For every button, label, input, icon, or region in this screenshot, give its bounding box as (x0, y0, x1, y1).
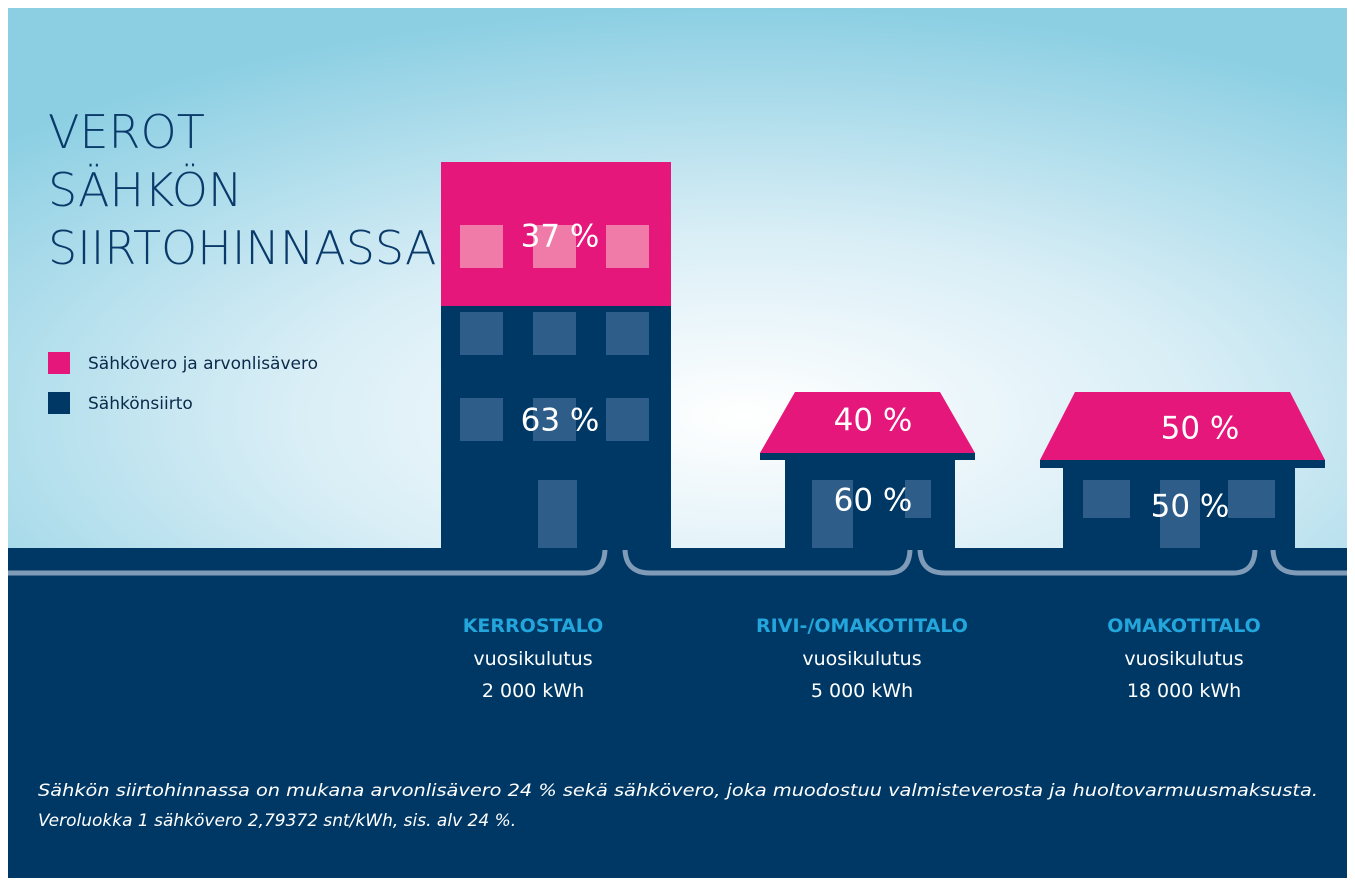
title-line: SÄHKÖN (48, 163, 242, 217)
title-line: VEROT (48, 105, 205, 159)
consumption-label: vuosikulutus (1124, 648, 1243, 670)
window (533, 312, 576, 355)
consumption: 2 000 kWh (482, 680, 584, 702)
transfer-share: 63 % (521, 403, 600, 439)
legend-swatch (48, 352, 70, 374)
page: VEROT SÄHKÖN SIIRTOHINNASSA Sähkövero ja… (0, 0, 1355, 886)
window (460, 225, 503, 268)
window (606, 225, 649, 268)
transfer-share: 60 % (834, 483, 913, 519)
row-house: 40 % 60 % (760, 392, 975, 550)
consumption-label: vuosikulutus (802, 648, 921, 670)
apartment-building: 37 % 63 % (441, 162, 671, 550)
window (1228, 480, 1275, 518)
detached-house: 50 % 50 % (1040, 392, 1325, 550)
transfer-share: 50 % (1151, 489, 1230, 525)
infographic: VEROT SÄHKÖN SIIRTOHINNASSA Sähkövero ja… (0, 0, 1355, 886)
window (606, 312, 649, 355)
window (1083, 480, 1130, 518)
consumption: 5 000 kWh (811, 680, 913, 702)
consumption: 18 000 kWh (1127, 680, 1241, 702)
legend-label: Sähkövero ja arvonlisävero (88, 354, 318, 374)
eave (1040, 460, 1325, 468)
door (538, 480, 577, 548)
tax-share: 37 % (521, 219, 600, 255)
footnote: Veroluokka 1 sähkövero 2,79372 snt/kWh, … (38, 811, 516, 831)
title-line: SIIRTOHINNASSA (48, 221, 436, 275)
window (460, 398, 503, 441)
tax-share: 50 % (1161, 411, 1240, 447)
tax-share: 40 % (834, 403, 913, 439)
consumption-label: vuosikulutus (473, 648, 592, 670)
legend-label: Sähkönsiirto (88, 394, 193, 414)
legend-swatch (48, 392, 70, 414)
footnote: Sähkön siirtohinnassa on mukana arvonlis… (38, 781, 1318, 801)
eave (760, 453, 975, 460)
building-name: KERROSTALO (463, 615, 604, 637)
building-name: OMAKOTITALO (1107, 615, 1261, 637)
building-name: RIVI-/OMAKOTITALO (756, 615, 968, 637)
window (606, 398, 649, 441)
window (460, 312, 503, 355)
